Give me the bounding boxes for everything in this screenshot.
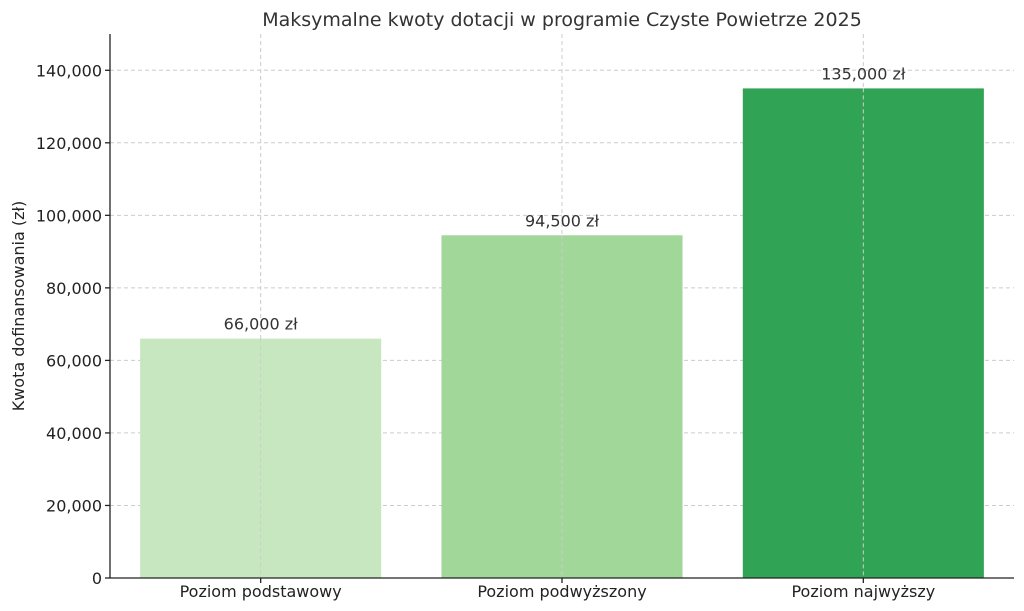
y-tick-label: 60,000 <box>46 351 102 370</box>
y-tick-label: 20,000 <box>46 496 102 515</box>
y-tick-label: 120,000 <box>36 134 102 153</box>
bar-data-label: 94,500 zł <box>525 211 599 230</box>
bars <box>140 88 984 579</box>
bar-data-label: 66,000 zł <box>224 315 298 334</box>
y-axis-label: Kwota dofinansowania (zł) <box>9 201 28 412</box>
axes <box>105 34 1014 583</box>
y-tick-label: 100,000 <box>36 206 102 225</box>
x-tick-label: Poziom najwyższy <box>791 582 935 601</box>
x-tick-label: Poziom podstawowy <box>180 582 342 601</box>
y-tick-label: 80,000 <box>46 279 102 298</box>
y-tick-label: 0 <box>92 569 102 588</box>
chart-title: Maksymalne kwoty dotacji w programie Czy… <box>262 9 862 31</box>
data-labels: 66,000 zł 94,500 zł 135,000 zł <box>224 64 906 333</box>
x-tick-label: Poziom podwyższony <box>477 582 646 601</box>
y-tick-label: 40,000 <box>46 424 102 443</box>
bar-data-label: 135,000 zł <box>821 64 906 83</box>
y-tick-label: 140,000 <box>36 61 102 80</box>
tick-labels: 0 20,000 40,000 60,000 80,000 100,000 120,000 1… <box>36 61 935 601</box>
